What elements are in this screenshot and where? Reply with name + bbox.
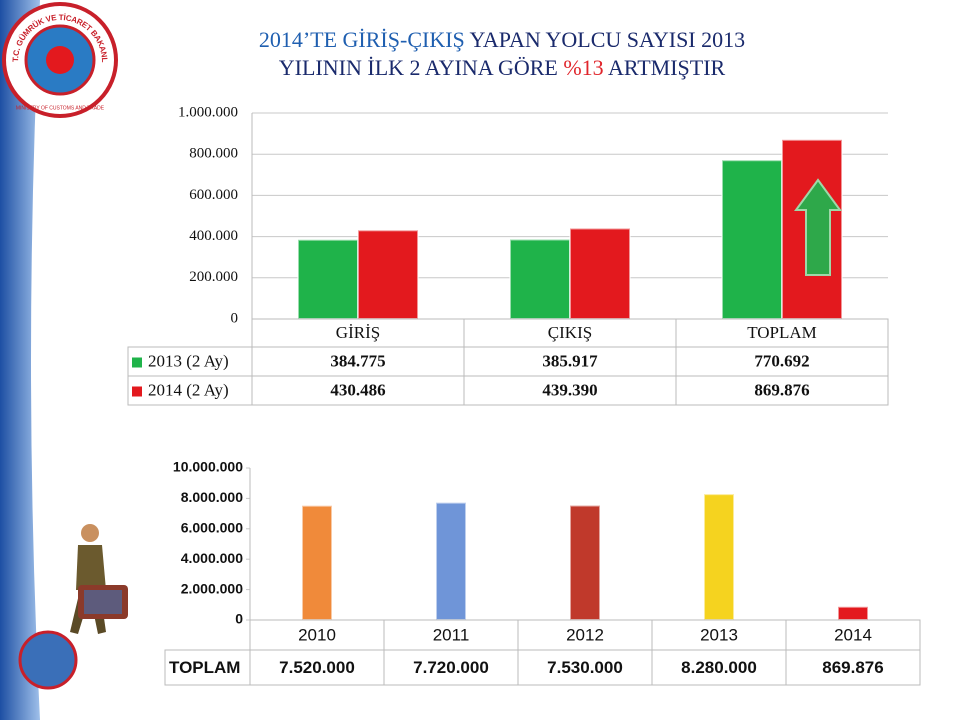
title-segment: %13 (563, 55, 603, 80)
value-label: 385.917 (542, 351, 598, 370)
y-tick-label: 4.000.000 (181, 550, 243, 566)
y-tick-label: 0 (235, 611, 243, 627)
x-tick-label: 2010 (298, 625, 336, 644)
x-tick-label: ÇIKIŞ (548, 323, 592, 342)
x-tick-label: GİRİŞ (336, 323, 380, 342)
x-tick-label: 2014 (834, 625, 872, 644)
y-tick-label: 8.000.000 (181, 489, 243, 505)
value-label: 7.530.000 (547, 658, 623, 677)
title-line: YILININ İLK 2 AYINA GÖRE %13 ARTMIŞTIR (279, 55, 726, 80)
bar (301, 504, 333, 622)
side-strip (0, 0, 40, 720)
legend-label: 2014 (2 Ay) (148, 380, 229, 399)
title-segment: YILININ İLK 2 AYINA GÖRE (279, 55, 564, 80)
value-label: 8.280.000 (681, 658, 757, 677)
bar (509, 238, 571, 320)
title-segment: YAPAN YOLCU SAYISI 2013 (465, 27, 745, 52)
value-label: 869.876 (822, 658, 883, 677)
value-label: 770.692 (754, 351, 809, 370)
x-tick-label: 2013 (700, 625, 738, 644)
logo: T.C. GÜMRÜK VE TİCARET BAKANLIĞI MINISTR… (0, 0, 118, 118)
y-tick-label: 600.000 (189, 187, 238, 203)
title-line: 2014’TE GİRİŞ-ÇIKIŞ YAPAN YOLCU SAYISI 2… (259, 27, 745, 52)
bar (435, 501, 467, 622)
value-label: 384.775 (330, 351, 385, 370)
y-tick-label: 10.000.000 (173, 459, 243, 475)
value-label: 7.720.000 (413, 658, 489, 677)
legend-label: TOPLAM (169, 658, 240, 677)
logo-subtext: MINISTRY OF CUSTOMS AND TRADE (16, 105, 105, 111)
legend-swatch (132, 386, 142, 397)
bar (297, 238, 359, 320)
value-label: 439.390 (542, 380, 597, 399)
y-tick-label: 1.000.000 (178, 104, 238, 120)
bar (569, 227, 631, 320)
traveler (18, 524, 128, 690)
y-tick-label: 200.000 (189, 269, 238, 285)
legend-label: 2013 (2 Ay) (148, 351, 229, 370)
bar (569, 504, 601, 622)
bar (837, 605, 869, 622)
x-tick-label: TOPLAM (747, 323, 817, 342)
value-label: 869.876 (754, 380, 809, 399)
y-tick-label: 6.000.000 (181, 520, 243, 536)
increase-arrow (794, 178, 842, 276)
y-tick-label: 2.000.000 (181, 580, 243, 596)
value-label: 430.486 (330, 380, 385, 399)
title-segment: ARTMIŞTIR (604, 55, 726, 80)
y-tick-label: 0 (231, 310, 239, 326)
y-tick-label: 400.000 (189, 228, 238, 244)
x-tick-label: 2011 (433, 625, 470, 644)
title-segment: 2014’TE GİRİŞ-ÇIKIŞ (259, 27, 465, 52)
legend-swatch (132, 357, 142, 368)
bar (721, 159, 783, 320)
bar (357, 229, 419, 320)
y-tick-label: 800.000 (189, 146, 238, 162)
x-tick-label: 2012 (566, 625, 604, 644)
bar (703, 493, 735, 622)
value-label: 7.520.000 (279, 658, 355, 677)
